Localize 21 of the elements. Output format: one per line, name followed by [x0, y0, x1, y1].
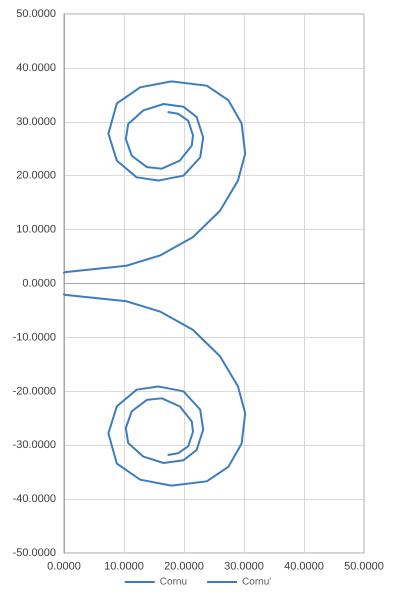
x-tick-label: 10.0000	[104, 560, 144, 572]
y-tick-label: 0.0000	[22, 278, 56, 290]
legend-label: Cornu	[160, 576, 188, 588]
y-tick-label: -10.0000	[12, 331, 56, 344]
y-tick-label: -30.0000	[12, 439, 56, 452]
x-tick-label: 50.0000	[344, 560, 384, 572]
y-tick-label: -40.0000	[12, 493, 56, 506]
line-series	[63, 80, 246, 274]
line-series	[63, 293, 246, 487]
y-tick-label: 10.0000	[16, 224, 56, 236]
y-tick-label: 40.0000	[16, 62, 56, 74]
y-tick-label: -50.0000	[12, 547, 56, 559]
y-tick-label: 50.0000	[16, 8, 56, 20]
y-tick-label: -20.0000	[12, 385, 56, 398]
x-tick-label: 40.0000	[284, 560, 324, 572]
x-tick-label: 20.0000	[164, 560, 204, 572]
y-tick-label: 20.0000	[16, 170, 56, 182]
y-tick-label: 30.0000	[16, 116, 56, 128]
x-tick-label: 0.0000	[47, 560, 81, 572]
x-tick-label: 30.0000	[224, 560, 264, 572]
legend-label: Cornu'	[242, 576, 272, 588]
